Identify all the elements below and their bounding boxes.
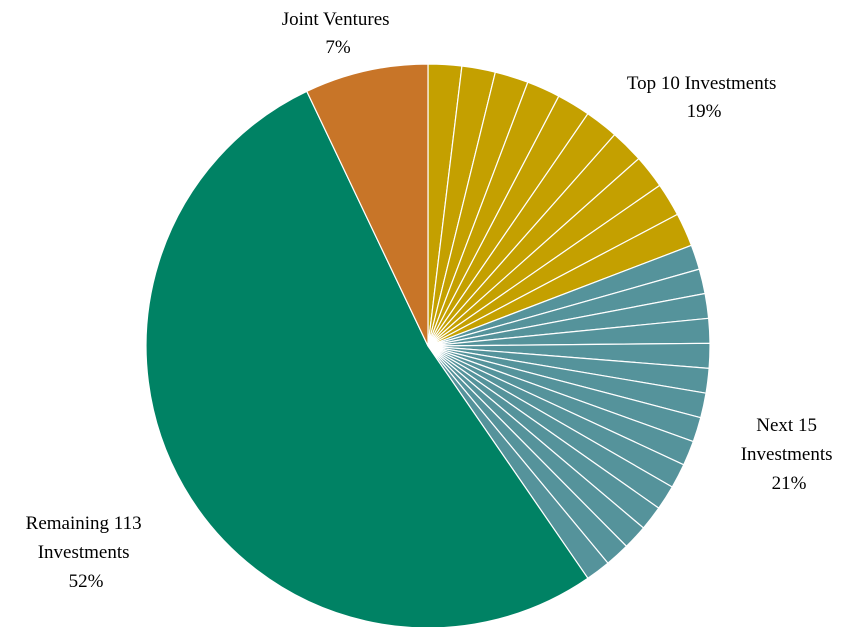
pie-slice-remaining [145,90,589,627]
label-next-15-line1: Next 15 [756,415,817,436]
label-joint-ventures-pct: 7% [325,37,351,58]
label-remaining: Remaining 113 Investments 52% [26,513,147,592]
label-top-10-name: Top 10 Investments [627,73,777,94]
label-joint-ventures: Joint Ventures 7% [282,9,395,58]
pie-slices [145,63,711,627]
label-next-15-line2: Investments [741,444,833,465]
label-remaining-line2: Investments [38,542,130,563]
label-top-10-pct: 19% [687,101,722,122]
label-top-10: Top 10 Investments 19% [627,73,781,122]
label-remaining-pct: 52% [69,571,104,592]
label-next-15: Next 15 Investments 21% [741,415,838,494]
pie-slice-jv [306,63,429,347]
label-next-15-pct: 21% [772,473,807,494]
label-remaining-line1: Remaining 113 [26,513,142,534]
label-joint-ventures-name: Joint Ventures [282,9,390,30]
